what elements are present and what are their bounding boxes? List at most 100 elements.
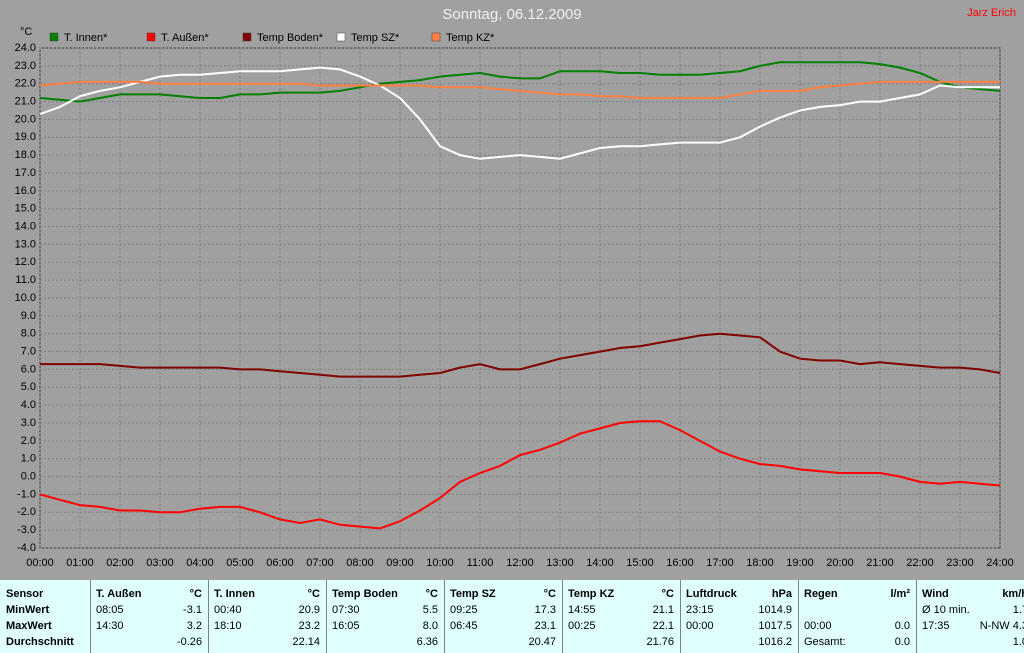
table-cell: 1014.9 (758, 604, 792, 616)
table-cell: 20.9 (298, 604, 320, 616)
x-tick-label: 07:00 (306, 557, 334, 569)
x-tick-label: 09:00 (386, 557, 414, 569)
y-tick-label: 13.0 (15, 238, 36, 250)
x-tick-label: 03:00 (146, 557, 174, 569)
table-cell: -0.26 (176, 636, 202, 648)
table-header: °C (307, 588, 320, 600)
table-cell: 22.14 (292, 636, 320, 648)
legend-label: T. Außen* (161, 32, 209, 44)
legend-swatch (49, 32, 59, 42)
table-cell: 0.0 (894, 636, 910, 648)
legend-label: Temp SZ* (351, 32, 400, 44)
legend-swatch (242, 32, 252, 42)
table-cell: MinWert (6, 604, 50, 616)
table-cell: 1016.2 (758, 636, 792, 648)
legend-swatch (431, 32, 441, 42)
table-cell: 06:45 (450, 620, 478, 632)
table-cell: 6.36 (416, 636, 438, 648)
y-tick-label: -3.0 (17, 524, 36, 536)
y-tick-label: 6.0 (21, 363, 36, 375)
y-tick-label: 4.0 (21, 399, 36, 411)
x-tick-label: 24:00 (986, 557, 1014, 569)
table-cell: 5.5 (422, 604, 438, 616)
table-header: °C (189, 588, 202, 600)
series-line (39, 80, 1000, 99)
y-tick-label: 3.0 (21, 417, 36, 429)
table-header: Temp SZ (450, 588, 496, 600)
table-cell: -3.1 (183, 604, 202, 616)
author: Jarz Erich (967, 7, 1016, 19)
table-cell: 21.76 (646, 636, 674, 648)
table-cell: 18:10 (214, 620, 242, 632)
table-cell: 00:00 (804, 620, 832, 632)
y-tick-label: 9.0 (21, 310, 36, 322)
table-cell: 1.0 (1012, 636, 1024, 648)
y-tick-label: 21.0 (15, 95, 36, 107)
table-header: °C (425, 588, 438, 600)
chart: Sonntag, 06.12.2009 Jarz Erich °C -4.0 -3… (15, 6, 1016, 569)
table-cell: 3.2 (186, 620, 202, 632)
x-tick-label: 05:00 (226, 557, 254, 569)
column-separator (562, 580, 563, 653)
table-cell: 17:35 (922, 620, 950, 632)
y-tick-label: 11.0 (15, 274, 36, 286)
legend-swatch (146, 32, 156, 42)
table-cell: 21.1 (652, 604, 674, 616)
table-cell: 00:25 (568, 620, 596, 632)
table-cell: 23:15 (686, 604, 714, 616)
x-tick-label: 17:00 (706, 557, 734, 569)
x-tick-label: 20:00 (826, 557, 854, 569)
chart-title: Sonntag, 06.12.2009 (442, 6, 581, 23)
y-tick-label: 5.0 (21, 381, 36, 393)
y-tick-label: 23.0 (15, 60, 36, 72)
table-cell: 07:30 (332, 604, 360, 616)
table-header: T. Außen (96, 588, 142, 600)
table-cell: Durchschnitt (6, 636, 74, 648)
table-cell: 14:30 (96, 620, 124, 632)
table-header: °C (543, 588, 556, 600)
table-cell: N-NW 4.3 (979, 620, 1024, 632)
y-tick-label: 24.0 (15, 42, 36, 54)
x-tick-label: 06:00 (266, 557, 294, 569)
table-cell: 08:05 (96, 604, 124, 616)
y-tick-label: 8.0 (21, 328, 36, 340)
table-cell: 0.0 (894, 620, 910, 632)
legend-swatch (336, 32, 346, 42)
table-cell: 17.3 (534, 604, 556, 616)
table-cell: 1017.5 (758, 620, 792, 632)
y-tick-label: -2.0 (17, 506, 36, 518)
x-tick-label: 19:00 (786, 557, 814, 569)
table-cell: 8.0 (422, 620, 438, 632)
series-line (40, 332, 1001, 378)
y-tick-label: 2.0 (21, 435, 36, 447)
series-line (39, 420, 1001, 530)
series-line (39, 61, 1001, 103)
column-separator (798, 580, 799, 653)
column-separator (916, 580, 917, 653)
x-tick-label: 15:00 (626, 557, 654, 569)
table-header: km/h (1002, 588, 1024, 600)
x-tick-label: 01:00 (66, 557, 94, 569)
table-cell: 23.2 (298, 620, 320, 632)
y-tick-label: 17.0 (15, 167, 36, 179)
y-tick-label: -1.0 (17, 488, 36, 500)
table-cell: 20.47 (528, 636, 556, 648)
column-separator (208, 580, 209, 653)
y-tick-label: 0.0 (21, 470, 36, 482)
table-header: °C (661, 588, 674, 600)
table-cell: 23.1 (534, 620, 556, 632)
table-header: Temp Boden (332, 588, 398, 600)
stats-table: Sensor T. Außen °C T. Innen °C Temp Boden °C Te… (0, 580, 1024, 653)
y-tick-label: 15.0 (15, 203, 36, 215)
column-separator (326, 580, 327, 653)
x-tick-label: 00:00 (26, 557, 54, 569)
y-tick-label: 20.0 (15, 113, 36, 125)
y-tick-label: 10.0 (15, 292, 36, 304)
x-tick-label: 12:00 (506, 557, 534, 569)
column-separator (444, 580, 445, 653)
x-tick-label: 21:00 (866, 557, 894, 569)
column-separator (680, 580, 681, 653)
y-tick-label: 22.0 (15, 78, 36, 90)
x-tick-label: 18:00 (746, 557, 774, 569)
